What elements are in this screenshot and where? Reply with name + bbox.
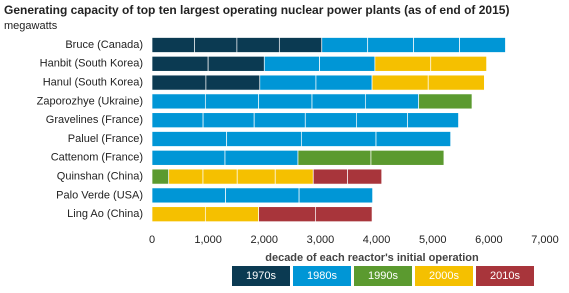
bar-segment bbox=[151, 168, 170, 185]
bar-segment bbox=[225, 187, 300, 204]
bar-segment bbox=[297, 149, 372, 166]
bar-segment bbox=[151, 37, 195, 53]
x-tick-label: 7,000 bbox=[531, 234, 559, 246]
y-tick-label: Ling Ao (China) bbox=[67, 208, 143, 220]
legend-swatch bbox=[232, 266, 290, 286]
legend-swatch bbox=[293, 266, 351, 286]
legend-swatch bbox=[476, 266, 534, 286]
chart-title: Generating capacity of top ten largest o… bbox=[4, 3, 509, 17]
y-tick-label: Hanul (South Korea) bbox=[43, 77, 143, 89]
y-tick-label: Gravelines (France) bbox=[46, 114, 143, 126]
bar-segment bbox=[311, 93, 366, 110]
legend-swatch bbox=[354, 266, 412, 286]
y-tick-label: Palo Verde (USA) bbox=[56, 189, 143, 201]
bar-segment bbox=[459, 37, 506, 53]
bar-segment bbox=[168, 168, 204, 185]
legend-label: 2000s bbox=[429, 270, 459, 282]
bar-segment bbox=[430, 55, 487, 72]
x-tick-label: 1,000 bbox=[194, 234, 222, 246]
y-tick-label: Hanbit (South Korea) bbox=[40, 58, 143, 70]
bar-segment bbox=[319, 55, 376, 72]
legend-label: 2010s bbox=[490, 270, 520, 282]
bar-segment bbox=[371, 74, 429, 91]
bar-segment bbox=[253, 112, 306, 129]
y-tick-label: Zaporozhye (Ukraine) bbox=[37, 95, 143, 107]
bar-segment bbox=[427, 74, 485, 91]
bar-segment bbox=[207, 55, 265, 72]
chart-subtitle: megawatts bbox=[4, 20, 58, 32]
y-tick-label: Bruce (Canada) bbox=[65, 39, 143, 51]
bar-segment bbox=[226, 131, 302, 147]
legend-swatch bbox=[415, 266, 473, 286]
bar-segment bbox=[370, 149, 445, 166]
bar-segment bbox=[375, 131, 452, 147]
bar-segment bbox=[224, 149, 299, 166]
y-tick-label: Quinshan (China) bbox=[57, 171, 143, 183]
bar-segment bbox=[347, 168, 383, 185]
bar-segment bbox=[202, 112, 255, 129]
bar-segment bbox=[312, 168, 348, 185]
y-tick-label: Paluel (France) bbox=[68, 133, 143, 145]
bar-segment bbox=[413, 37, 460, 53]
x-tick-label: 4,000 bbox=[363, 234, 391, 246]
y-tick-label: Cattenom (France) bbox=[51, 152, 143, 164]
x-axis-label: decade of each reactor's initial operati… bbox=[265, 252, 479, 264]
bar-segment bbox=[367, 37, 414, 53]
bar-segment bbox=[263, 55, 320, 72]
bar-segment bbox=[418, 93, 473, 110]
bar-segment bbox=[151, 93, 206, 110]
bar-segment bbox=[356, 112, 408, 129]
bar-segment bbox=[258, 206, 316, 223]
bar-segment bbox=[205, 74, 261, 91]
bar-segment bbox=[364, 93, 420, 110]
bar-segment bbox=[274, 168, 314, 185]
legend-label: 1990s bbox=[368, 270, 398, 282]
bar-segment bbox=[151, 55, 209, 72]
bar-segment bbox=[304, 112, 357, 129]
bar-segment bbox=[374, 55, 432, 72]
x-tick-label: 6,000 bbox=[475, 234, 503, 246]
bar-segment bbox=[151, 206, 206, 223]
legend-label: 1970s bbox=[246, 270, 276, 282]
x-tick-label: 2,000 bbox=[251, 234, 279, 246]
bar-segment bbox=[151, 149, 226, 166]
bar-segment bbox=[259, 74, 317, 91]
bar-segment bbox=[300, 131, 377, 147]
bar-segment bbox=[151, 187, 226, 204]
bar-segment bbox=[151, 131, 228, 147]
bar-segment bbox=[204, 206, 260, 223]
x-tick-label: 0 bbox=[149, 234, 155, 246]
bar-segment bbox=[315, 206, 373, 223]
legend-label: 1980s bbox=[307, 270, 337, 282]
bar-segment bbox=[407, 112, 459, 129]
bar-segment bbox=[236, 37, 280, 53]
bar-segment bbox=[151, 112, 204, 129]
bar-segment bbox=[321, 37, 369, 53]
bar-segment bbox=[194, 37, 238, 53]
bar-segment bbox=[278, 37, 323, 53]
bar-segment bbox=[204, 93, 260, 110]
bar-segment bbox=[236, 168, 276, 185]
bar-segment bbox=[202, 168, 238, 185]
bar-segment bbox=[315, 74, 373, 91]
bar-segment bbox=[298, 187, 373, 204]
x-tick-label: 3,000 bbox=[307, 234, 335, 246]
bar-segment bbox=[258, 93, 313, 110]
x-tick-label: 5,000 bbox=[419, 234, 447, 246]
bar-segment bbox=[151, 74, 207, 91]
